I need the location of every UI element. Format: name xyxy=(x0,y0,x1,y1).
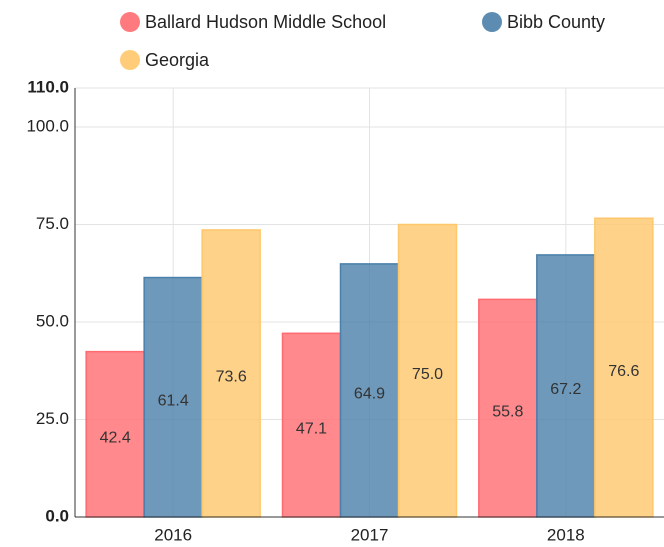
value-label: 55.8 xyxy=(492,403,523,420)
y-tick-label: 0.0 xyxy=(45,506,69,525)
y-tick-label: 75.0 xyxy=(36,214,69,233)
legend-label: Bibb County xyxy=(507,12,605,32)
legend-label: Ballard Hudson Middle School xyxy=(145,12,386,32)
value-label: 73.6 xyxy=(216,369,247,386)
value-label: 42.4 xyxy=(100,430,131,447)
x-tick-label: 2018 xyxy=(547,525,585,544)
bar xyxy=(536,254,596,518)
legend-swatch xyxy=(482,12,502,32)
y-tick-label: 50.0 xyxy=(36,311,69,330)
bar xyxy=(397,223,458,518)
value-label: 75.0 xyxy=(412,366,443,383)
y-tick-label: 110.0 xyxy=(27,77,69,96)
y-tick-label: 25.0 xyxy=(36,409,69,428)
value-label: 61.4 xyxy=(158,392,189,409)
x-tick-label: 2017 xyxy=(351,525,389,544)
value-label: 76.6 xyxy=(608,363,639,380)
bar xyxy=(594,217,654,518)
bar xyxy=(201,229,261,518)
x-tick-label: 2016 xyxy=(154,525,192,544)
value-label: 67.2 xyxy=(550,381,581,398)
legend-swatch xyxy=(120,50,140,70)
value-label: 47.1 xyxy=(296,420,327,437)
y-tick-label: 100.0 xyxy=(26,116,69,135)
legend-label: Georgia xyxy=(145,50,210,70)
legend-swatch xyxy=(120,12,140,32)
value-label: 64.9 xyxy=(354,386,385,403)
